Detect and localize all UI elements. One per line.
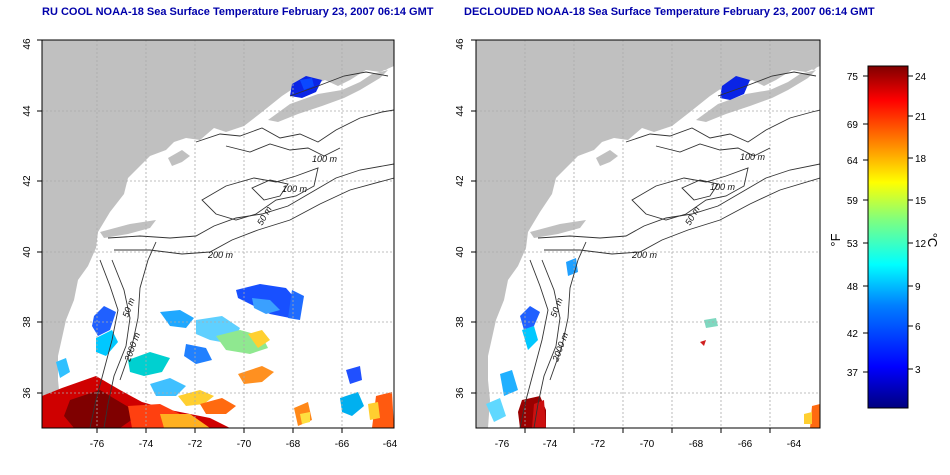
lat-tick-label: 36: [455, 387, 466, 399]
celsius-label: °C: [925, 233, 940, 248]
right-map: 100 m 100 m 50 m 200 m 50 m 2000 m -76 -…: [455, 38, 821, 450]
lon-tick-label: -74: [543, 439, 558, 450]
contour-label: 200 m: [207, 250, 234, 260]
celsius-tick: 24: [915, 72, 927, 83]
land-left: [42, 40, 394, 428]
lon-tick-label: -66: [738, 439, 753, 450]
right-panel-title: DECLOUDED NOAA-18 Sea Surface Temperatur…: [464, 6, 875, 18]
colorbar-gradient: [867, 65, 909, 409]
fahrenheit-tick: 37: [847, 368, 859, 379]
left-map: 100 m 100 m 50 m 200 m 50 m 2000 m -76 -…: [22, 38, 398, 450]
celsius-tick: 18: [915, 154, 927, 165]
lon-tick-label: -76: [90, 439, 105, 450]
lat-tick-label: 38: [455, 316, 466, 328]
contour-label: 100 m: [740, 152, 766, 162]
nova-scotia-left: [268, 70, 388, 122]
fahrenheit-tick: 75: [847, 72, 859, 83]
celsius-tick: 15: [915, 196, 927, 207]
lat-tick-label: 46: [22, 38, 33, 50]
contour-label: 200 m: [631, 250, 658, 260]
lat-tick-label: 36: [22, 387, 33, 399]
colorbar: 75 69 64 59 53 48 42 37 24 21 18 15 12 9…: [828, 65, 940, 409]
lon-tick-label: -70: [237, 439, 252, 450]
fahrenheit-tick: 59: [847, 196, 859, 207]
fahrenheit-label: °F: [828, 233, 843, 246]
contour-label: 100 m: [710, 182, 736, 192]
lat-tick-label: 44: [22, 105, 33, 117]
fahrenheit-tick: 64: [847, 156, 859, 167]
lon-tick-label: -64: [383, 439, 398, 450]
lon-tick-label: -68: [689, 439, 704, 450]
lat-tick-label: 38: [22, 316, 33, 328]
lon-tick-label: -72: [591, 439, 606, 450]
lon-tick-label: -66: [335, 439, 350, 450]
left-panel-title: RU COOL NOAA-18 Sea Surface Temperature …: [42, 6, 434, 18]
lon-tick-label: -64: [787, 439, 802, 450]
fahrenheit-tick: 69: [847, 120, 859, 131]
lat-tick-label: 40: [455, 246, 466, 258]
fahrenheit-tick: 42: [847, 329, 859, 340]
lon-tick-label: -68: [286, 439, 301, 450]
lon-tick-label: -72: [188, 439, 203, 450]
celsius-tick: 12: [915, 239, 927, 250]
fahrenheit-tick: 53: [847, 239, 859, 250]
lon-tick-label: -76: [495, 439, 510, 450]
fahrenheit-tick: 48: [847, 282, 859, 293]
lat-tick-label: 46: [455, 38, 466, 50]
celsius-tick: 21: [915, 112, 927, 123]
lat-tick-label: 42: [22, 175, 33, 187]
celsius-tick: 3: [915, 365, 921, 376]
celsius-tick: 9: [915, 282, 921, 293]
lon-tick-label: -70: [640, 439, 655, 450]
land-right: [476, 40, 820, 428]
contour-label: 100 m: [312, 154, 338, 164]
lat-tick-label: 40: [22, 246, 33, 258]
celsius-tick: 6: [915, 322, 921, 333]
lat-tick-label: 42: [455, 175, 466, 187]
lon-tick-label: -74: [139, 439, 154, 450]
lat-tick-label: 44: [455, 105, 466, 117]
contour-label: 100 m: [282, 184, 308, 194]
